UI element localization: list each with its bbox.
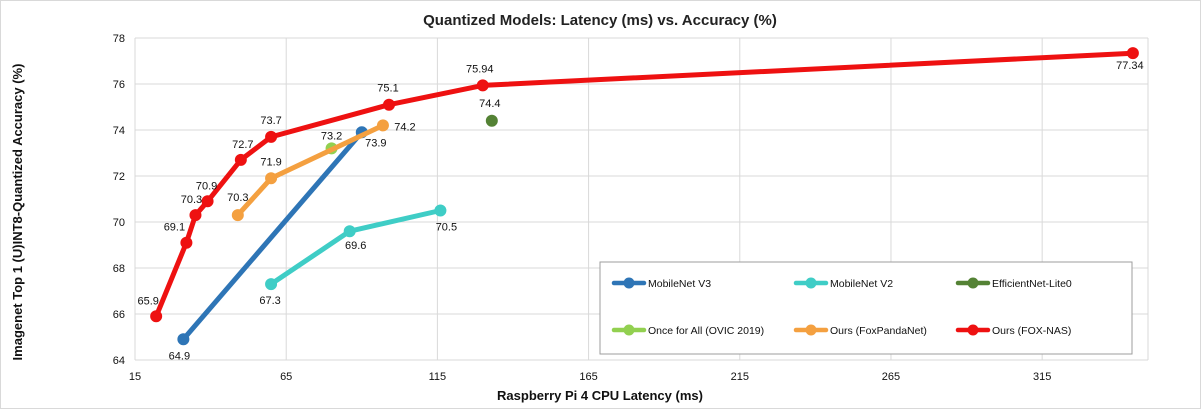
y-tick-label: 64 <box>113 355 125 367</box>
x-tick-label: 215 <box>731 371 749 383</box>
data-point <box>343 225 356 238</box>
legend-label: MobileNet V3 <box>648 278 711 290</box>
data-point <box>476 79 489 92</box>
data-point <box>485 114 498 127</box>
data-label: 77.34 <box>1116 60 1144 72</box>
legend-box <box>599 261 1133 355</box>
y-tick-label: 78 <box>113 33 125 45</box>
axis-ticks: 64 66 68 70 72 74 76 78 15 65 115 165 215 265 315 <box>113 33 1052 383</box>
data-label: 74.2 <box>394 121 415 133</box>
data-label: 75.94 <box>466 63 494 75</box>
legend-label: Once for All (OVIC 2019) <box>648 325 764 337</box>
y-tick-label: 76 <box>113 79 125 91</box>
legend-item: Ours (FoxPandaNet) <box>793 324 927 337</box>
data-point <box>201 195 214 208</box>
data-label: 67.3 <box>259 295 280 307</box>
y-tick-label: 68 <box>113 263 125 275</box>
data-point <box>150 310 163 323</box>
legend-marker <box>967 324 979 336</box>
y-axis-title: Imagenet Top 1 (U)INT8-Quantized Accurac… <box>10 64 25 361</box>
legend-marker <box>805 277 817 289</box>
grid-lines <box>134 37 1149 361</box>
data-label: 65.9 <box>137 295 158 307</box>
data-label: 70.5 <box>436 222 457 234</box>
x-tick-label: 65 <box>280 371 292 383</box>
x-tick-label: 265 <box>882 371 900 383</box>
legend-item: Once for All (OVIC 2019) <box>611 324 764 337</box>
data-label: 70.9 <box>196 180 217 192</box>
data-point <box>180 236 193 249</box>
legend-marker <box>967 277 979 289</box>
x-axis-title: Raspberry Pi 4 CPU Latency (ms) <box>497 388 703 403</box>
legend: MobileNet V3 MobileNet V2 EfficientNet-Lit… <box>599 261 1133 355</box>
data-label: 73.7 <box>260 115 281 127</box>
data-label: 71.9 <box>260 156 281 168</box>
chart-title: Quantized Models: Latency (ms) vs. Accur… <box>423 12 777 29</box>
data-point <box>376 119 389 132</box>
legend-label: MobileNet V2 <box>830 278 893 290</box>
series-layer <box>150 47 1139 346</box>
series-ours-foxpandanet- <box>231 119 389 222</box>
data-point <box>265 172 278 185</box>
data-labels-layer: 64.9 73.9 67.3 69.6 70.5 74.4 73.2 70.3 71.9 74.2… <box>137 60 1143 362</box>
data-label: 75.1 <box>377 83 398 95</box>
data-label: 69.6 <box>345 240 366 252</box>
data-label: 70.3 <box>227 192 248 204</box>
legend-label: Ours (FoxPandaNet) <box>830 325 927 337</box>
legend-marker <box>805 324 817 336</box>
data-point <box>1126 47 1139 60</box>
data-label: 69.1 <box>164 222 185 234</box>
series-mobilenet-v2 <box>265 204 447 291</box>
data-label: 73.2 <box>321 130 342 142</box>
data-point <box>177 333 190 346</box>
x-tick-label: 165 <box>579 371 597 383</box>
data-label: 74.4 <box>479 98 500 110</box>
legend-label: EfficientNet-Lite0 <box>992 278 1072 290</box>
data-label: 73.9 <box>365 137 386 149</box>
series-ours-fox-nas- <box>150 47 1139 323</box>
legend-item: MobileNet V3 <box>611 277 711 290</box>
legend-item: EfficientNet-Lite0 <box>955 277 1072 290</box>
legend-item: Ours (FOX-NAS) <box>955 324 1071 337</box>
y-tick-label: 70 <box>113 217 125 229</box>
data-point <box>383 98 396 111</box>
data-point <box>234 153 247 166</box>
x-tick-label: 15 <box>129 371 141 383</box>
legend-item: MobileNet V2 <box>793 277 893 290</box>
data-point <box>231 209 244 222</box>
legend-marker <box>623 277 635 289</box>
data-label: 70.3 <box>181 194 202 206</box>
legend-marker <box>623 324 635 336</box>
data-label: 64.9 <box>169 350 190 362</box>
data-point <box>189 209 202 222</box>
y-tick-label: 66 <box>113 309 125 321</box>
data-point <box>434 204 447 217</box>
legend-label: Ours (FOX-NAS) <box>992 325 1071 337</box>
data-point <box>265 278 278 291</box>
series-line <box>180 129 365 342</box>
data-point <box>265 130 278 143</box>
y-tick-label: 72 <box>113 171 125 183</box>
y-tick-label: 74 <box>113 125 125 137</box>
data-label: 72.7 <box>232 139 253 151</box>
series-efficientnet-lite0 <box>485 114 498 127</box>
series-line <box>235 122 386 218</box>
x-tick-label: 315 <box>1033 371 1051 383</box>
x-tick-label: 115 <box>429 371 447 383</box>
